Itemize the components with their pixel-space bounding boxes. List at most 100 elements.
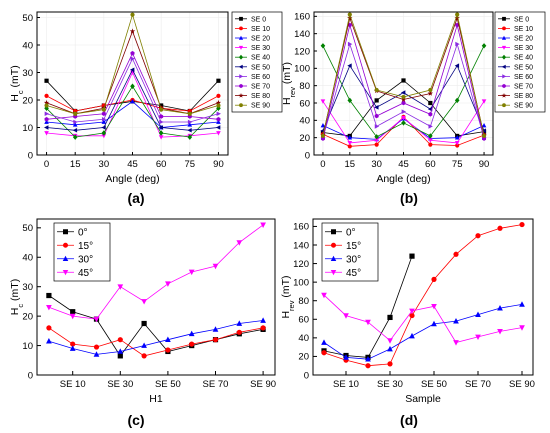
data-point	[343, 354, 349, 360]
y-tick-label: 0	[28, 150, 33, 161]
data-point	[236, 320, 243, 326]
data-point	[73, 119, 78, 125]
legend-label: SE 20	[251, 36, 270, 43]
data-point	[453, 251, 459, 257]
data-point	[374, 142, 379, 147]
legend-marker	[330, 270, 337, 276]
x-axis-title: Angle (deg)	[105, 173, 159, 185]
plot-frame	[36, 218, 276, 376]
data-point	[343, 313, 349, 319]
data-point	[427, 90, 434, 96]
data-point	[475, 233, 481, 239]
y-tick-label: 50	[22, 223, 33, 234]
data-point	[401, 100, 406, 106]
x-tick-label: SE 50	[421, 379, 447, 390]
data-point	[321, 292, 327, 299]
data-point	[431, 303, 437, 310]
data-point	[453, 318, 459, 324]
y-tick-label: 30	[22, 282, 33, 293]
data-point	[216, 116, 221, 122]
data-point	[481, 128, 486, 134]
data-point	[481, 99, 487, 104]
data-point	[454, 135, 460, 140]
data-point	[72, 122, 78, 127]
data-point	[374, 105, 379, 110]
x-tick-label: 15	[345, 159, 356, 170]
x-tick-label: 75	[452, 159, 463, 170]
data-point	[428, 111, 433, 117]
data-point	[101, 119, 107, 124]
legend-marker	[330, 255, 337, 261]
x-tick-label: SE 30	[107, 379, 133, 390]
x-tick-label: 90	[479, 159, 490, 170]
data-point	[117, 337, 123, 343]
data-point	[374, 134, 379, 140]
data-point	[428, 142, 433, 147]
data-point	[347, 41, 353, 47]
data-point	[44, 131, 49, 136]
data-point	[212, 263, 219, 270]
data-point	[141, 353, 147, 359]
data-point	[158, 125, 164, 130]
data-point	[347, 12, 352, 17]
x-tick-label: 45	[398, 159, 409, 170]
series-line-1	[48, 295, 264, 357]
data-point	[409, 312, 415, 319]
legend-label: SE 90	[251, 103, 270, 110]
data-point	[101, 116, 107, 122]
panel-label-b: (b)	[400, 190, 418, 206]
y-tick-label: 80	[298, 296, 309, 307]
data-point	[428, 138, 433, 143]
data-point	[159, 107, 164, 112]
legend-marker	[331, 229, 336, 235]
y-tick-label: 0	[304, 370, 309, 381]
data-point	[130, 56, 136, 62]
data-point	[321, 350, 327, 356]
data-point	[347, 144, 352, 149]
y-axis-title: Hc (mT)	[9, 65, 25, 101]
x-tick-label: 75	[185, 159, 196, 170]
legend-label: 45°	[78, 268, 93, 279]
data-point	[141, 299, 147, 305]
legend: SE 0 SE 10 SE 20 SE 30 SE 40 SE 50 SE 60 SE 70 S…	[231, 11, 283, 113]
data-point	[212, 337, 219, 343]
data-point	[347, 140, 353, 146]
x-tick-label: SE 90	[509, 379, 535, 390]
y-tick-label: 60	[298, 315, 309, 326]
data-point	[387, 314, 393, 321]
data-point	[387, 345, 393, 352]
legend-label: SE 60	[251, 74, 270, 81]
legend: SE 0 SE 10 SE 20 SE 30 SE 40 SE 50 SE 60 SE 70 S…	[494, 11, 546, 113]
data-point	[188, 269, 195, 276]
data-point	[454, 63, 460, 69]
data-point	[374, 124, 380, 129]
legend-marker	[239, 74, 244, 79]
data-point	[101, 133, 107, 139]
data-point	[215, 125, 221, 130]
x-tick-label: 0	[44, 159, 49, 170]
data-point	[44, 125, 49, 130]
legend-marker	[331, 242, 336, 248]
data-point	[454, 97, 460, 104]
data-point	[187, 111, 192, 116]
y-tick-label: 50	[22, 13, 33, 24]
data-point	[519, 221, 525, 228]
x-tick-label: 60	[156, 159, 167, 170]
x-axis-title: H1	[149, 393, 163, 405]
x-tick-label: 60	[425, 159, 436, 170]
data-point	[347, 63, 352, 69]
legend-marker	[62, 270, 69, 276]
y-tick-label: 40	[299, 116, 310, 127]
data-point	[454, 15, 460, 21]
chart-3: SE 10 SE 30 SE 50 SE 70 SE 90 0 10 20 30 40 50 H1 Hc…	[9, 218, 276, 405]
data-point	[44, 116, 49, 122]
data-point	[519, 325, 525, 331]
legend-marker	[501, 64, 506, 69]
legend-label: SE 90	[514, 103, 533, 110]
y-tick-label: 60	[299, 98, 310, 109]
data-point	[409, 332, 415, 339]
y-tick-label: 100	[293, 277, 309, 288]
x-tick-label: 15	[70, 159, 81, 170]
x-axis-title: Sample	[405, 393, 441, 405]
y-tick-label: 10	[22, 123, 33, 134]
